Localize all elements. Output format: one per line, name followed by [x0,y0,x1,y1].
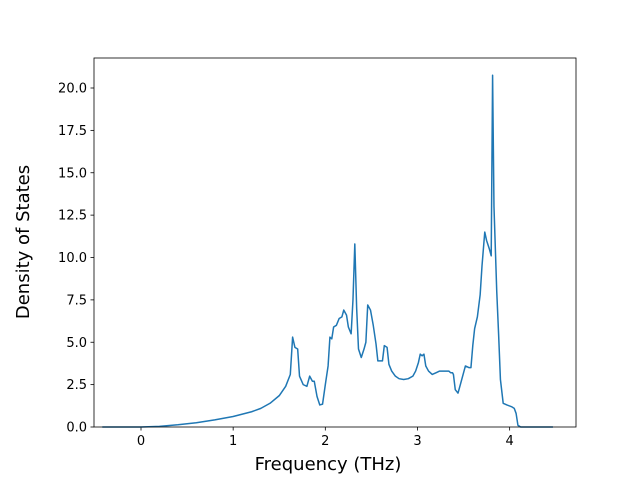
y-tick-label: 12.5 [58,209,87,224]
y-tick-label: 15.0 [58,166,87,181]
data-line [102,74,553,428]
x-tick-label: 3 [413,434,421,449]
x-tick-label: 0 [137,434,145,449]
y-tick-label: 5.0 [66,336,87,351]
y-tick-label: 7.5 [66,293,87,308]
y-tick-label: 2.5 [66,378,87,393]
y-tick-label: 10.0 [58,251,87,266]
y-axis-label: Density of States [13,165,34,319]
y-tick-label: 17.5 [58,124,87,139]
x-axis-label: Frequency (THz) [255,454,402,475]
y-tick-label: 20.0 [58,82,87,97]
plot-frame [93,57,577,428]
x-tick-label: 2 [321,434,329,449]
y-tick-label: 0.0 [66,421,87,436]
x-tick-label: 4 [506,434,514,449]
x-tick-label: 1 [229,434,237,449]
